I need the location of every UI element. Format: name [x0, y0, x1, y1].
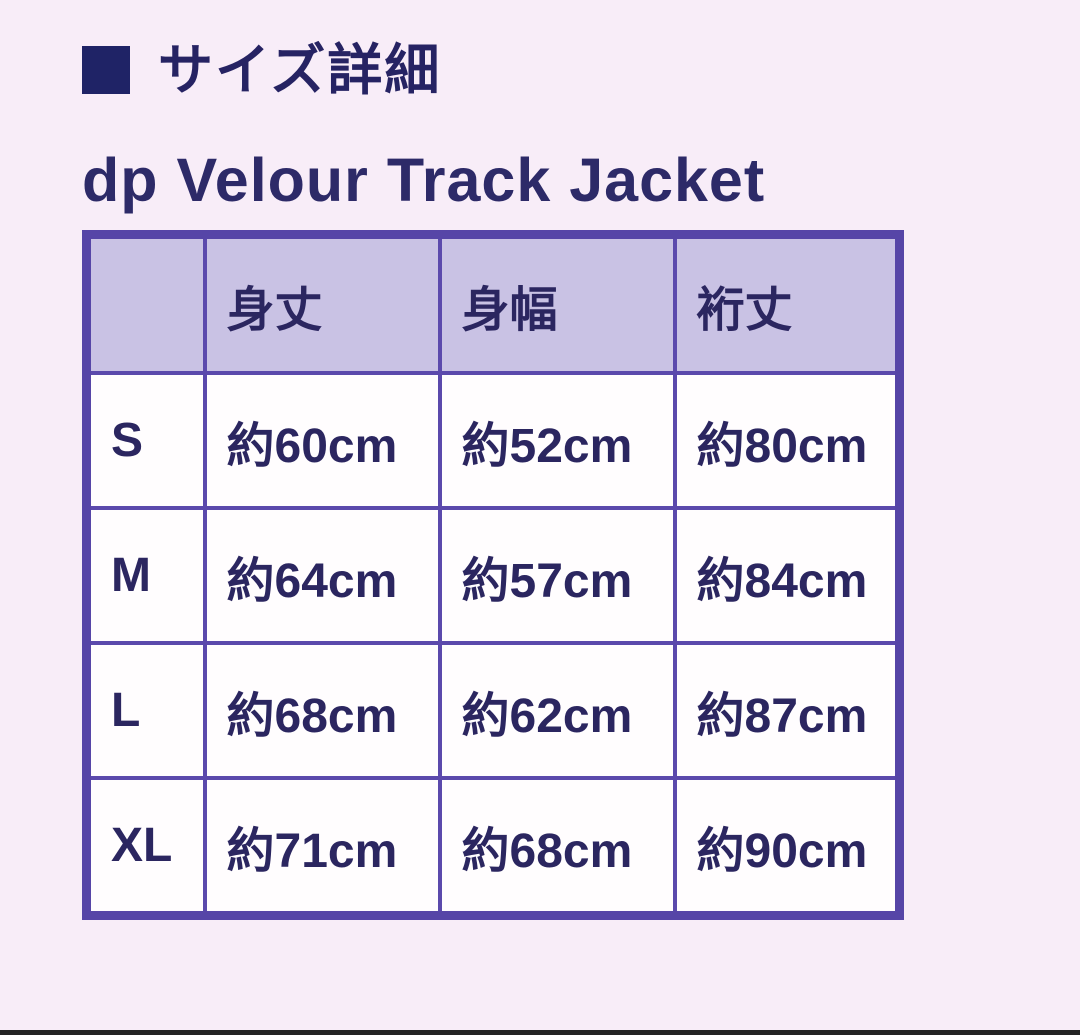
table-row: M 約64cm 約57cm 約84cm: [84, 506, 902, 646]
size-detail-section: サイズ詳細 dp Velour Track Jacket 身丈 身幅 裄丈 S …: [82, 38, 1080, 921]
measurement-cell: 約84cm: [672, 506, 902, 646]
measurement-cell: 約90cm: [672, 776, 902, 918]
product-title: dp Velour Track Jacket: [82, 146, 766, 214]
measurement-cell: 約68cm: [437, 776, 677, 918]
section-heading-label: サイズ詳細: [158, 38, 442, 101]
size-cell: M: [84, 506, 207, 646]
measurement-cell: 約62cm: [437, 641, 677, 781]
measurement-cell: 約80cm: [672, 371, 902, 511]
measurement-cell: 約52cm: [437, 371, 677, 511]
square-bullet-icon: [82, 46, 130, 94]
measurement-cell: 約68cm: [202, 641, 442, 781]
measurement-cell: 約60cm: [202, 371, 442, 511]
header-cell-body-length: 身丈: [202, 232, 442, 376]
size-table-header-row: 身丈 身幅 裄丈: [84, 232, 902, 376]
size-cell: S: [84, 371, 207, 511]
header-cell-body-width: 身幅: [437, 232, 677, 376]
section-heading: サイズ詳細: [82, 38, 1080, 101]
header-cell-empty: [84, 232, 207, 376]
bottom-edge-bar: [0, 1030, 1080, 1035]
measurement-cell: 約71cm: [202, 776, 442, 918]
measurement-cell: 約57cm: [437, 506, 677, 646]
size-table: 身丈 身幅 裄丈 S 約60cm 約52cm 約80cm M 約64cm 約57…: [82, 230, 904, 921]
size-cell: L: [84, 641, 207, 781]
table-row: S 約60cm 約52cm 約80cm: [84, 371, 902, 511]
size-cell: XL: [84, 776, 207, 918]
header-cell-sleeve-length: 裄丈: [672, 232, 902, 376]
table-row: XL 約71cm 約68cm 約90cm: [84, 776, 902, 918]
measurement-cell: 約64cm: [202, 506, 442, 646]
table-row: L 約68cm 約62cm 約87cm: [84, 641, 902, 781]
measurement-cell: 約87cm: [672, 641, 902, 781]
